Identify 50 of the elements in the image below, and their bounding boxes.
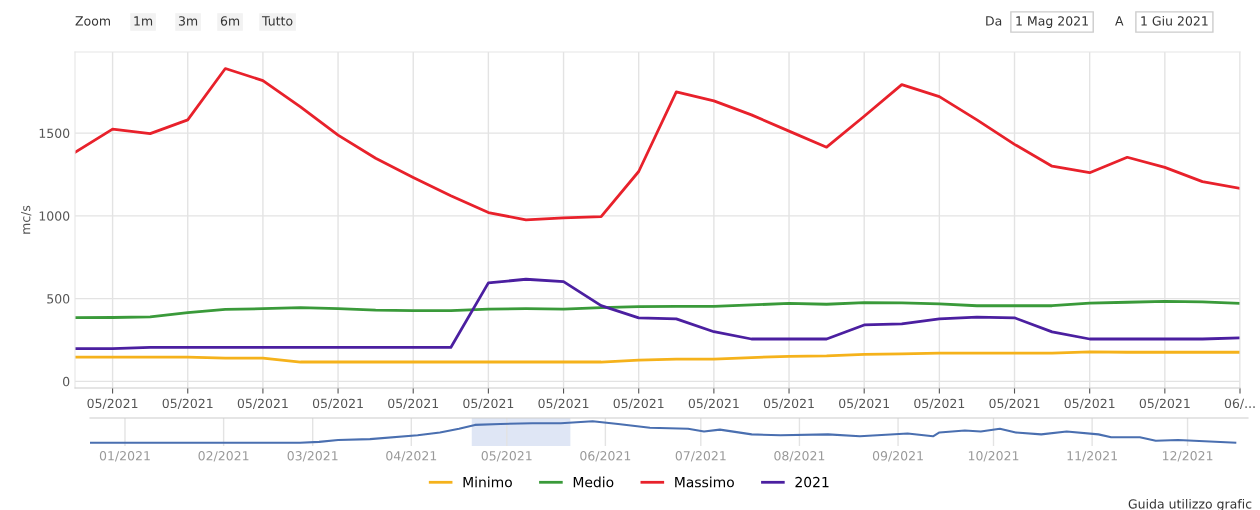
text: 3m	[178, 16, 198, 26]
text: 6m	[220, 16, 240, 26]
x-tick-label: 05/2021	[613, 398, 664, 410]
x-tick-label: 10/2021	[968, 451, 1019, 462]
x-tick-label: 05/2021	[1064, 398, 1115, 410]
y-tick-label: 0	[63, 376, 70, 387]
x-tick-label: 02/2021	[198, 451, 249, 462]
legend-label: 2021	[795, 476, 829, 488]
x-tick-label: 05/2021	[1139, 398, 1190, 410]
x-tick-label: 05/2021	[388, 398, 439, 410]
x-tick-label: 05/2021	[481, 451, 532, 462]
text: Zoom	[75, 16, 110, 26]
x-tick-label: 05/2021	[989, 398, 1040, 410]
y-axis-title: mc/s	[21, 205, 32, 234]
x-tick-label: 04/2021	[386, 451, 437, 462]
text: A	[1115, 16, 1124, 26]
x-tick-label: 05/2021	[87, 398, 138, 410]
x-tick-label: 07/2021	[675, 451, 726, 462]
x-tick-label: 01/2021	[99, 451, 150, 462]
text: 1 Giu 2021	[1141, 15, 1208, 26]
legend-label: Medio	[573, 476, 614, 488]
line-series	[75, 277, 1240, 350]
y-tick-label: 1500	[39, 128, 70, 139]
x-tick-label: 06/2021	[580, 451, 631, 462]
text: Da	[986, 16, 1002, 26]
y-tick-label: 1000	[39, 211, 70, 221]
x-tick-label: 09/2021	[872, 451, 923, 462]
line-series	[75, 300, 1240, 320]
x-tick-label: 05/2021	[237, 398, 288, 410]
x-tick-label: 05/2021	[839, 398, 889, 410]
x-tick-label: 08/2021	[774, 451, 825, 462]
text: Tutto	[261, 16, 293, 26]
x-tick-label: 12/2021	[1162, 451, 1213, 462]
x-tick-label: 05/2021	[162, 398, 213, 410]
legend-label: Massimo	[675, 476, 734, 488]
x-tick-label: 05/2021	[914, 398, 965, 410]
legend-label: Minimo	[463, 476, 512, 488]
text: 1 Mag 2021	[1016, 16, 1088, 29]
x-tick-label: 06/...	[1224, 398, 1255, 410]
line-series	[75, 350, 1240, 364]
x-tick-label: 05/2021	[538, 398, 589, 410]
x-tick-label: 11/2021	[1067, 451, 1117, 462]
line-series	[75, 67, 1240, 222]
x-tick-label: 05/2021	[763, 398, 814, 410]
text: 1m	[134, 16, 153, 26]
x-tick-label: 05/2021	[688, 398, 739, 410]
y-tick-label: 500	[47, 294, 70, 304]
x-tick-label: 05/2021	[312, 398, 363, 410]
x-tick-label: 05/2021	[463, 398, 514, 410]
x-tick-label: 03/2021	[287, 451, 338, 462]
